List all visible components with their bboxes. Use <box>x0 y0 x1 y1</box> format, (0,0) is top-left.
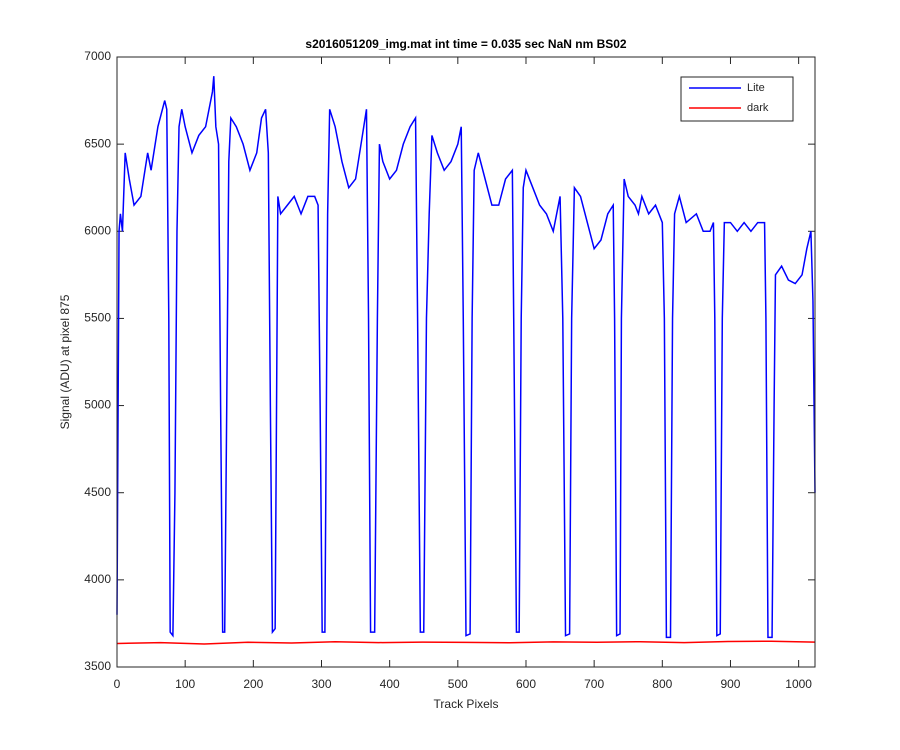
y-tick-label: 4000 <box>84 572 111 586</box>
y-tick-label: 3500 <box>84 659 111 673</box>
legend-label: Lite <box>747 82 765 94</box>
legend-label: dark <box>747 102 769 114</box>
x-tick-label: 0 <box>114 677 121 691</box>
x-tick-label: 900 <box>720 677 740 691</box>
x-tick-label: 200 <box>243 677 263 691</box>
series-line <box>116 640 816 645</box>
y-tick-label: 6000 <box>84 223 111 237</box>
chart-title: s2016051209_img.mat int time = 0.035 sec… <box>305 37 627 51</box>
x-tick-label: 700 <box>584 677 604 691</box>
x-tick-label: 400 <box>380 677 400 691</box>
axes-box <box>116 56 816 668</box>
y-axis-label: Signal (ADU) at pixel 875 <box>58 294 72 429</box>
x-tick-label: 100 <box>175 677 195 691</box>
x-axis-label: Track Pixels <box>434 697 499 711</box>
y-tick-label: 6500 <box>84 136 111 150</box>
legend-box <box>680 76 794 122</box>
x-tick-label: 500 <box>448 677 468 691</box>
x-tick-label: 800 <box>652 677 672 691</box>
series-line <box>116 76 816 639</box>
y-tick-label: 5000 <box>84 398 111 412</box>
y-tick-label: 5500 <box>84 311 111 325</box>
y-tick-label: 4500 <box>84 485 111 499</box>
x-tick-label: 300 <box>311 677 331 691</box>
y-tick-label: 7000 <box>84 49 111 63</box>
x-tick-label: 1000 <box>785 677 812 691</box>
x-tick-label: 600 <box>516 677 536 691</box>
